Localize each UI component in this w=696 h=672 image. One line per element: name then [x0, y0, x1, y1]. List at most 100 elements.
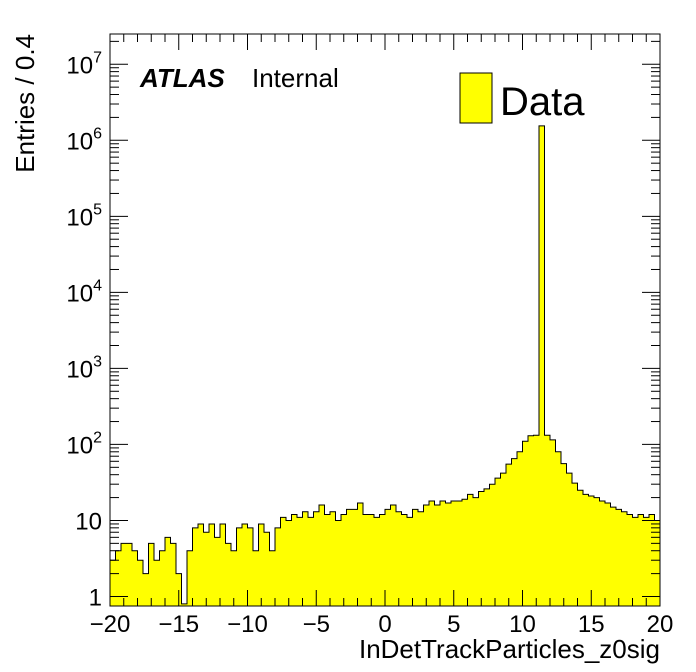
- histogram-bar: [467, 494, 473, 606]
- histogram-bar: [423, 504, 429, 606]
- x-tick-label: −20: [90, 611, 131, 638]
- legend-label-data: Data: [500, 80, 585, 124]
- histogram-bar: [599, 501, 605, 606]
- x-tick-label: 0: [378, 611, 391, 638]
- histogram-bar: [561, 463, 567, 606]
- histogram-bar: [643, 517, 649, 606]
- histogram-bar: [374, 517, 380, 606]
- histogram-bar: [264, 532, 270, 606]
- histogram-bar: [313, 511, 319, 606]
- histogram-bar: [379, 514, 385, 606]
- histogram-bar: [407, 517, 413, 606]
- histogram-bar: [176, 573, 182, 606]
- histogram-bar: [385, 509, 391, 606]
- histogram-bar: [605, 502, 611, 606]
- histogram-bars: [109, 125, 661, 606]
- x-tick-label: −10: [227, 611, 268, 638]
- histogram-bar: [478, 491, 484, 606]
- histogram-bar: [456, 501, 462, 606]
- legend: Data: [459, 72, 585, 124]
- histogram-bar: [506, 464, 512, 606]
- histogram-bar: [610, 507, 616, 606]
- histogram-bar: [346, 509, 352, 606]
- histogram-bar: [412, 509, 418, 606]
- histogram-bar: [654, 520, 660, 606]
- histogram-bar: [352, 509, 358, 606]
- histogram-bar: [302, 511, 308, 606]
- histogram-bar: [319, 504, 325, 606]
- y-tick-label: 102: [66, 429, 102, 459]
- histogram-bar: [110, 560, 116, 606]
- x-tick-label: 20: [647, 611, 674, 638]
- histogram-bar: [462, 499, 468, 606]
- histogram-bar: [154, 560, 160, 606]
- histogram-bar: [126, 543, 132, 606]
- histogram-bar: [132, 550, 138, 606]
- histogram-bar: [231, 550, 237, 606]
- histogram-bar: [258, 523, 264, 606]
- y-tick-label: 103: [66, 353, 102, 383]
- histogram-bar: [187, 550, 193, 606]
- histogram-bar: [572, 483, 578, 606]
- histogram-bar: [236, 527, 242, 606]
- histogram-bar: [269, 550, 275, 606]
- plot-frame: [109, 33, 661, 607]
- histogram-bar: [341, 514, 347, 606]
- histogram-bar: [308, 517, 314, 606]
- y-tick-label: 10: [75, 508, 102, 535]
- histogram-bar: [181, 603, 187, 606]
- histogram-bar: [533, 435, 539, 606]
- histogram-bar: [225, 543, 231, 606]
- x-tick-label: −5: [303, 611, 330, 638]
- histogram-bar: [247, 527, 253, 606]
- histogram-bar: [484, 488, 490, 606]
- histogram-bar: [401, 514, 407, 606]
- histogram-bar: [445, 502, 451, 606]
- x-tick-label: 5: [447, 611, 460, 638]
- x-axis-title: InDetTrackParticles_z0sig: [359, 634, 660, 664]
- histogram-bar: [148, 543, 154, 606]
- y-tick-label: 1: [89, 585, 102, 612]
- histogram-bar: [550, 439, 556, 606]
- histogram-bar: [220, 523, 226, 606]
- histogram-bar: [621, 511, 627, 606]
- y-tick-labels: 1 10 102 103 104 105 106 107: [66, 49, 102, 611]
- histogram-bar: [638, 514, 644, 606]
- histogram-bar: [115, 550, 121, 606]
- histogram-bar: [297, 517, 303, 606]
- histogram-bar: [500, 473, 506, 606]
- histogram-bar: [594, 497, 600, 606]
- x-tick-label: 15: [578, 611, 605, 638]
- histogram-bar: [396, 511, 402, 606]
- histogram-bar: [588, 495, 594, 606]
- histogram-bar: [390, 504, 396, 606]
- histogram-bar: [324, 514, 330, 606]
- atlas-status-label: Internal: [252, 63, 339, 93]
- histogram-bar: [198, 523, 204, 606]
- histogram-bar: [577, 490, 583, 606]
- histogram-bar: [566, 473, 572, 606]
- x-tick-label: 10: [509, 611, 536, 638]
- histogram-bar: [170, 543, 176, 606]
- y-tick-label: 105: [66, 201, 102, 231]
- histogram-bar: [121, 543, 127, 606]
- x-tick-labels: −20 −15 −10 −5 0 5 10 15 20: [90, 611, 674, 638]
- histogram-bar: [528, 435, 534, 606]
- y-axis-title: Entries / 0.4: [10, 34, 40, 173]
- y-tick-label: 107: [66, 49, 102, 79]
- histogram-bar: [522, 441, 528, 606]
- histogram-bar: [429, 501, 435, 606]
- histogram-bar: [583, 494, 589, 606]
- histogram-bar: [209, 523, 215, 606]
- legend-swatch-data: [459, 72, 493, 124]
- histogram-bar: [632, 517, 638, 606]
- histogram-bar: [280, 517, 286, 606]
- histogram-bar: [517, 451, 523, 606]
- histogram-bar: [363, 514, 369, 606]
- histogram-bar: [616, 509, 622, 606]
- histogram-bar: [451, 501, 457, 606]
- histogram-bar: [137, 560, 143, 606]
- histogram-bar: [473, 497, 479, 606]
- y-tick-label: 106: [66, 125, 102, 155]
